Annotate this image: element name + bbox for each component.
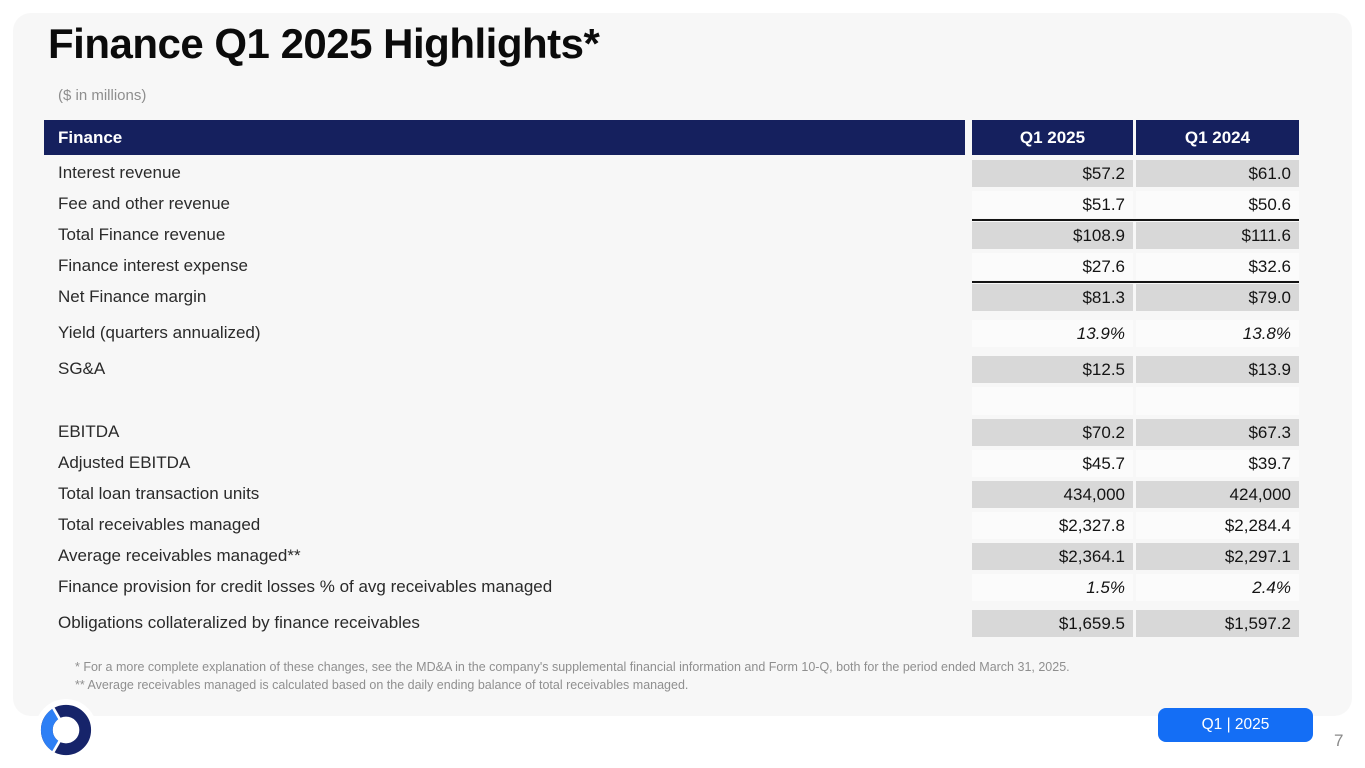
value-q1-2024: 424,000 [1136,481,1299,508]
table-header-row: Finance Q1 2025 Q1 2024 [44,120,1299,155]
value-q1-2024: $79.0 [1136,284,1299,311]
footnotes: * For a more complete explanation of the… [75,658,1070,694]
table-row: Interest revenue $57.2 $61.0 [44,157,1299,188]
value-q1-2025 [972,387,1133,415]
page-title: Finance Q1 2025 Highlights* [48,20,600,67]
row-label: Yield (quarters annualized) [58,322,261,342]
value-q1-2024: $50.6 [1136,191,1299,218]
value-q1-2025: $2,364.1 [972,543,1133,570]
value-q1-2025: $2,327.8 [972,512,1133,539]
value-q1-2025: $27.6 [972,253,1133,280]
value-q1-2025: $12.5 [972,356,1133,383]
row-label: Obligations collateralized by finance re… [58,612,420,632]
row-label: Total loan transaction units [58,483,260,503]
value-q1-2025: 13.9% [972,320,1133,347]
value-q1-2025: $51.7 [972,191,1133,218]
row-label: Interest revenue [58,162,181,182]
company-ring-logo-icon [34,698,98,762]
finance-table: Finance Q1 2025 Q1 2024 Interest revenue… [44,120,1299,638]
table-row-percentage: Yield (quarters annualized) 13.9% 13.8% [44,317,1299,348]
row-label: Finance provision for credit losses % of… [58,576,553,596]
value-q1-2025: $45.7 [972,450,1133,477]
row-label: SG&A [58,358,106,378]
value-q1-2024: $39.7 [1136,450,1299,477]
table-header-q1-2025: Q1 2025 [972,120,1133,155]
footnote-1: * For a more complete explanation of the… [75,660,1070,674]
table-row: Obligations collateralized by finance re… [44,607,1299,638]
table-row-percentage: Finance provision for credit losses % of… [44,571,1299,602]
value-q1-2024: $111.6 [1136,222,1299,249]
table-body: Interest revenue $57.2 $61.0 Fee and othe… [44,157,1299,638]
value-q1-2024: $2,297.1 [1136,543,1299,570]
row-label: Total receivables managed [58,514,261,534]
value-q1-2025: $70.2 [972,419,1133,446]
table-row: EBITDA $70.2 $67.3 [44,416,1299,447]
row-label: Net Finance margin [58,286,207,306]
row-label: Fee and other revenue [58,193,231,213]
footnote-2: ** Average receivables managed is calcul… [75,678,689,692]
units-note: ($ in millions) [58,87,147,104]
table-row: Adjusted EBITDA $45.7 $39.7 [44,447,1299,478]
table-row: Fee and other revenue $51.7 $50.6 [44,188,1299,219]
table-row: Average receivables managed** $2,364.1 $2… [44,540,1299,571]
value-q1-2025: $57.2 [972,160,1133,187]
table-row-spacer [44,384,1299,416]
row-label: Average receivables managed** [58,545,301,565]
page-number: 7 [1334,731,1344,750]
table-row: Total loan transaction units 434,000 424,… [44,478,1299,509]
table-header-q1-2024: Q1 2024 [1136,120,1299,155]
row-label: Adjusted EBITDA [58,452,191,472]
row-label: EBITDA [58,421,120,441]
value-q1-2024: $2,284.4 [1136,512,1299,539]
value-q1-2025: 1.5% [972,574,1133,601]
value-q1-2024: $61.0 [1136,160,1299,187]
value-q1-2025: $108.9 [972,222,1133,249]
row-label [44,384,965,416]
table-row: SG&A $12.5 $13.9 [44,353,1299,384]
value-q1-2024: $13.9 [1136,356,1299,383]
table-row: Finance interest expense $27.6 $32.6 [44,250,1299,281]
value-q1-2024 [1136,387,1299,415]
table-row: Total receivables managed $2,327.8 $2,284… [44,509,1299,540]
value-q1-2024: 13.8% [1136,320,1299,347]
row-label: Total Finance revenue [58,224,226,244]
value-q1-2024: 2.4% [1136,574,1299,601]
table-header-finance: Finance [44,120,965,155]
value-q1-2024: $32.6 [1136,253,1299,280]
value-q1-2025: 434,000 [972,481,1133,508]
quarter-badge: Q1 | 2025 [1158,708,1313,742]
value-q1-2025: $81.3 [972,284,1133,311]
row-label: Finance interest expense [58,255,248,275]
table-row-subtotal: Total Finance revenue $108.9 $111.6 [44,219,1299,250]
table-row-subtotal: Net Finance margin $81.3 $79.0 [44,281,1299,312]
value-q1-2025: $1,659.5 [972,610,1133,637]
value-q1-2024: $1,597.2 [1136,610,1299,637]
value-q1-2024: $67.3 [1136,419,1299,446]
